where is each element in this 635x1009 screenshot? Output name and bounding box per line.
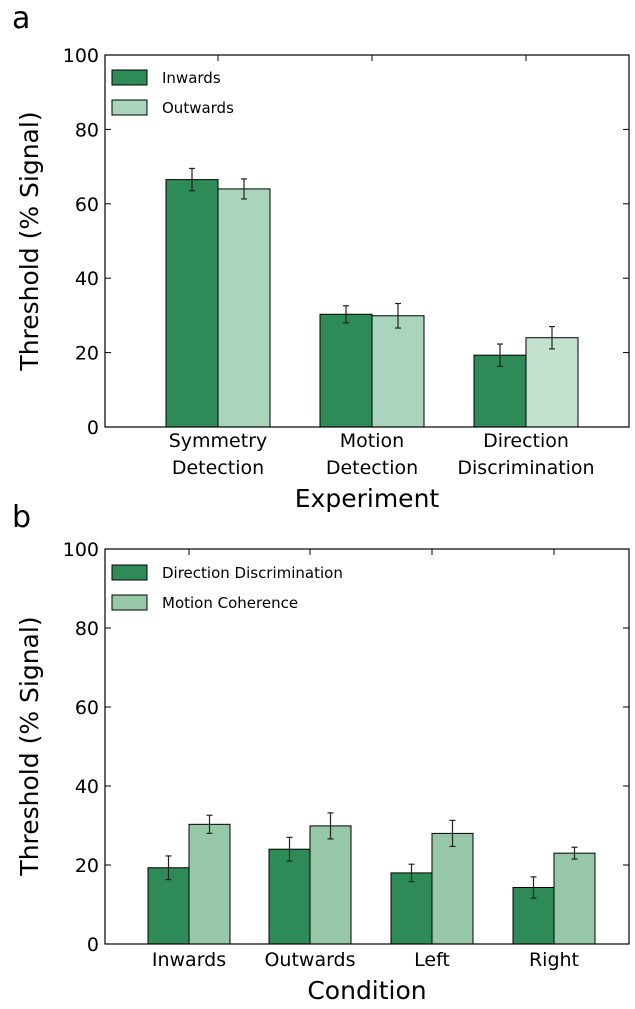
- y-tick-label: 40: [75, 268, 99, 290]
- bar: [553, 852, 596, 945]
- error-bar: [408, 863, 415, 883]
- panel-label: a: [12, 1, 30, 36]
- y-tick-label: 60: [75, 194, 99, 216]
- y-tick-label: 80: [75, 119, 99, 141]
- error-bar: [189, 167, 195, 192]
- bar: [371, 315, 425, 428]
- legend-swatch: [111, 69, 148, 86]
- bar: [268, 848, 311, 945]
- legend-label: Outwards: [162, 99, 234, 117]
- error-bar: [497, 343, 503, 367]
- bar: [431, 832, 474, 945]
- bar: [309, 825, 352, 945]
- x-tick-label: Inwards: [152, 949, 226, 971]
- error-bar: [549, 325, 555, 350]
- bar: [165, 179, 219, 428]
- x-tick-label: Motion: [340, 430, 404, 452]
- y-axis-title: Threshold (% Signal): [15, 616, 44, 876]
- x-tick-label: Discrimination: [457, 457, 594, 479]
- bar: [390, 872, 433, 945]
- error-bar: [165, 855, 172, 881]
- error-bar: [343, 305, 349, 324]
- legend-label: Motion Coherence: [162, 594, 298, 612]
- y-tick-label: 100: [63, 539, 99, 561]
- error-bar: [206, 814, 213, 835]
- x-tick-label: Direction: [483, 430, 569, 452]
- y-tick-label: 100: [63, 45, 99, 67]
- legend-swatch: [111, 594, 148, 611]
- error-bar: [571, 846, 578, 860]
- y-tick-label: 0: [87, 934, 99, 956]
- error-bar: [449, 819, 456, 848]
- x-tick-label: Left: [414, 949, 450, 971]
- x-tick-label: Outwards: [264, 949, 355, 971]
- error-bar: [530, 876, 537, 899]
- y-tick-label: 80: [75, 618, 99, 640]
- x-tick-label: Right: [529, 949, 579, 971]
- legend: Inwards Outwards: [111, 69, 234, 117]
- bar: [217, 188, 271, 428]
- error-bar: [241, 178, 247, 200]
- error-bar: [327, 812, 334, 840]
- legend-label: Inwards: [162, 69, 221, 87]
- x-axis-title: Experiment: [295, 484, 440, 513]
- chart-panel-a: a 0 20 40 60 80 100 Symmetry Detection Motion Dete…: [12, 1, 630, 513]
- legend-swatch: [111, 99, 148, 116]
- y-tick-label: 0: [87, 417, 99, 439]
- x-tick-label: Detection: [326, 457, 418, 479]
- y-tick-label: 40: [75, 776, 99, 798]
- x-tick-label: Detection: [172, 457, 264, 479]
- y-tick-label: 60: [75, 697, 99, 719]
- legend-swatch: [111, 564, 148, 581]
- error-bar: [286, 836, 293, 862]
- error-bar: [395, 302, 401, 329]
- axes-frame: [104, 548, 630, 945]
- x-tick-label: Symmetry: [169, 430, 268, 452]
- legend-label: Direction Discrimination: [162, 564, 343, 582]
- x-axis-title: Condition: [307, 976, 426, 1005]
- bar: [188, 823, 231, 945]
- bar: [319, 313, 373, 428]
- legend: Direction Discrimination Motion Coherence: [111, 564, 343, 612]
- y-axis-title: Threshold (% Signal): [15, 111, 44, 371]
- y-tick-label: 20: [75, 343, 99, 365]
- chart-panel-b: b 0 20 40 60 80 100 Inwards Outwards Left Right Con…: [12, 500, 630, 1005]
- panel-label: b: [12, 500, 31, 535]
- bar: [525, 337, 579, 428]
- axes-frame: [104, 54, 630, 428]
- y-tick-label: 20: [75, 855, 99, 877]
